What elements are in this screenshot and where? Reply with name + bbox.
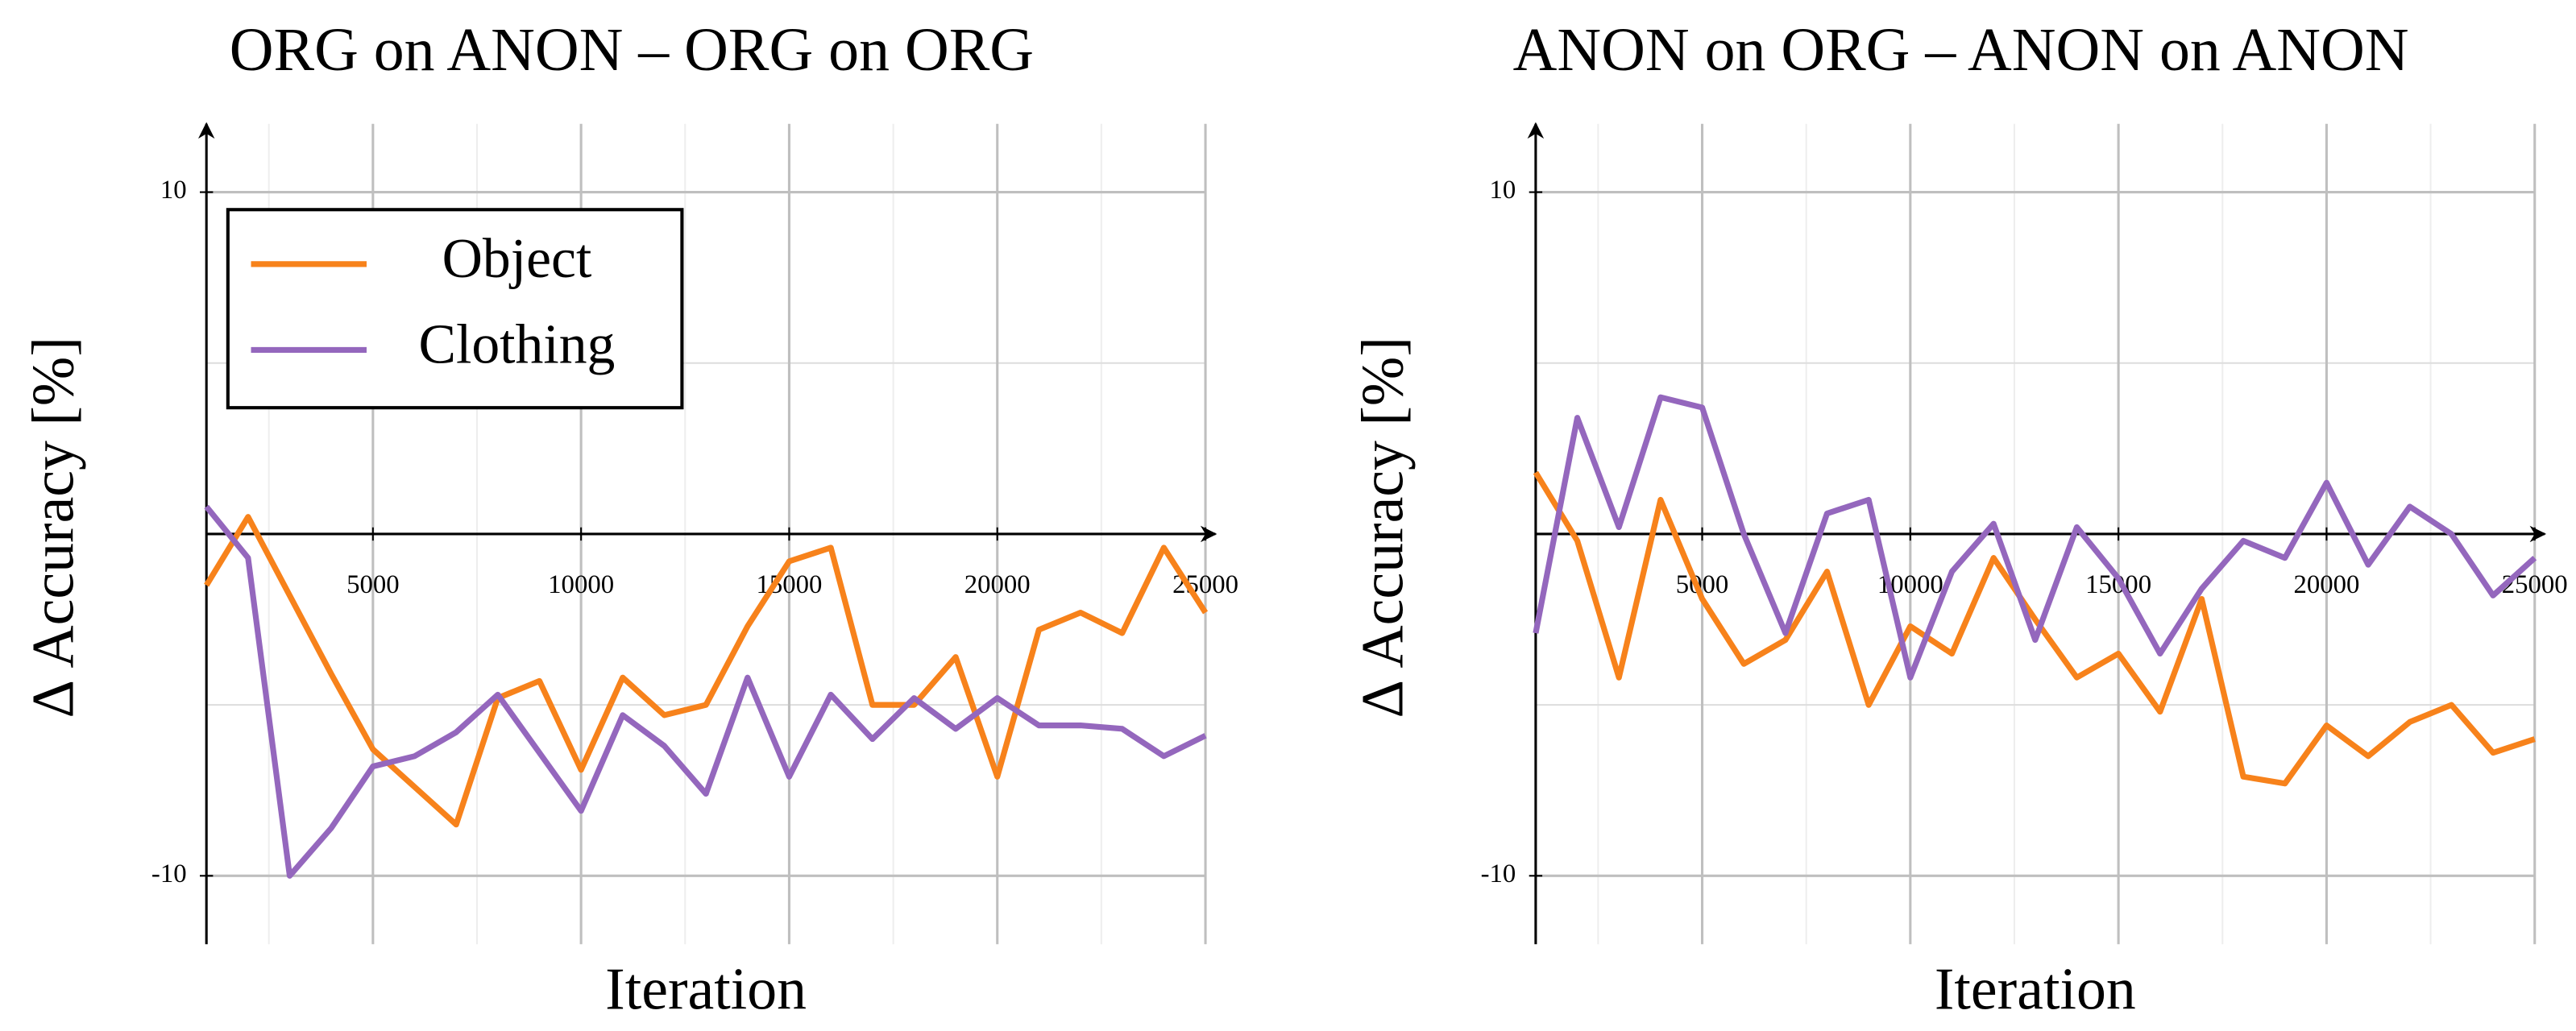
x-tick-label: 25000 — [2502, 570, 2568, 599]
x-tick-label: 20000 — [2293, 570, 2359, 599]
legend-label: Clothing — [419, 313, 616, 375]
chart-title: ORG on ANON – ORG on ORG — [230, 16, 1034, 84]
x-axis-label: Iteration — [1935, 956, 2136, 1022]
legend: Object Clothing — [226, 208, 684, 410]
legend-label: Object — [442, 228, 592, 290]
y-tick-label: -10 — [1481, 859, 1516, 888]
x-tick-label: 20000 — [964, 570, 1031, 599]
y-tick-label: 10 — [1490, 176, 1516, 205]
y-axis-label: Δ Accuracy [%] — [1349, 337, 1415, 718]
series-line — [1533, 394, 2537, 681]
x-axis-label: Iteration — [605, 956, 807, 1022]
series-line — [204, 504, 1207, 879]
chart-title: ANON on ORG – ANON on ANON — [1513, 16, 2409, 84]
series-line — [1533, 470, 2536, 787]
y-axis-label: Δ Accuracy [%] — [20, 337, 86, 718]
x-tick-label: 5000 — [346, 570, 400, 599]
series-line — [204, 514, 1209, 828]
x-tick-label: 10000 — [548, 570, 614, 599]
y-tick-label: -10 — [151, 859, 187, 888]
y-tick-label: 10 — [160, 176, 187, 205]
legend-box — [226, 208, 684, 410]
